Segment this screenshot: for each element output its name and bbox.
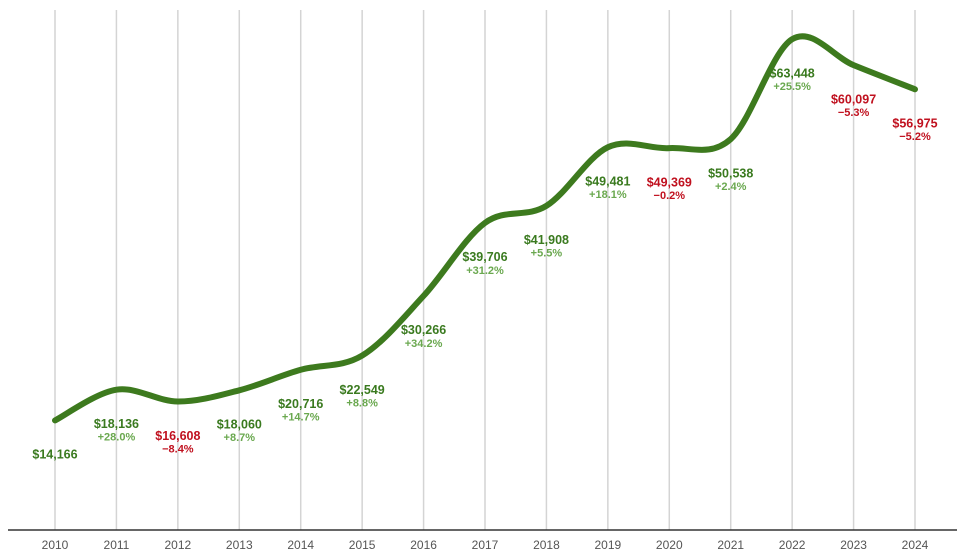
change-label: −5.2% — [899, 131, 931, 143]
x-tick-label: 2016 — [410, 538, 437, 551]
change-label: −8.4% — [162, 443, 194, 455]
x-tick-label: 2011 — [104, 538, 130, 551]
value-label: $14,166 — [32, 448, 77, 462]
value-label: $16,608 — [155, 429, 200, 443]
change-label: +28.0% — [98, 432, 136, 444]
change-label: +34.2% — [405, 338, 443, 350]
x-tick-label: 2013 — [226, 538, 253, 551]
change-label: +2.4% — [715, 181, 747, 193]
x-tick-label: 2020 — [656, 538, 683, 551]
value-label: $63,448 — [770, 67, 815, 81]
x-tick-label: 2012 — [165, 538, 192, 551]
x-tick-label: 2019 — [595, 538, 622, 551]
x-tick-label: 2021 — [717, 538, 744, 551]
change-label: +25.5% — [773, 81, 811, 93]
change-label: +5.5% — [531, 248, 563, 260]
value-label: $41,908 — [524, 233, 569, 247]
change-label: +14.7% — [282, 412, 320, 424]
change-label: −5.3% — [838, 107, 870, 119]
change-label: +31.2% — [466, 265, 504, 277]
value-label: $22,549 — [340, 383, 385, 397]
x-tick-label: 2023 — [840, 538, 867, 551]
value-label: $20,716 — [278, 397, 323, 411]
change-label: +8.8% — [346, 397, 378, 409]
x-tick-label: 2014 — [287, 538, 314, 551]
value-label: $18,060 — [217, 418, 262, 432]
x-tick-label: 2018 — [533, 538, 560, 551]
value-label: $60,097 — [831, 92, 876, 106]
value-label: $49,369 — [647, 175, 692, 189]
x-tick-label: 2022 — [779, 538, 806, 551]
change-label: −0.2% — [654, 190, 686, 202]
line — [52, 33, 918, 424]
x-tick-label: 2017 — [472, 538, 499, 551]
x-tick-label: 2015 — [349, 538, 376, 551]
x-tick-label: 2010 — [42, 538, 69, 551]
value-label: $18,136 — [94, 417, 139, 431]
x-tick-label: 2024 — [902, 538, 929, 551]
change-label: +18.1% — [589, 189, 627, 201]
value-label: $39,706 — [462, 250, 507, 264]
value-label: $56,975 — [892, 117, 937, 131]
change-label: +8.7% — [224, 432, 256, 444]
value-label: $49,481 — [585, 175, 630, 189]
value-label: $50,538 — [708, 166, 753, 180]
value-label: $30,266 — [401, 323, 446, 337]
